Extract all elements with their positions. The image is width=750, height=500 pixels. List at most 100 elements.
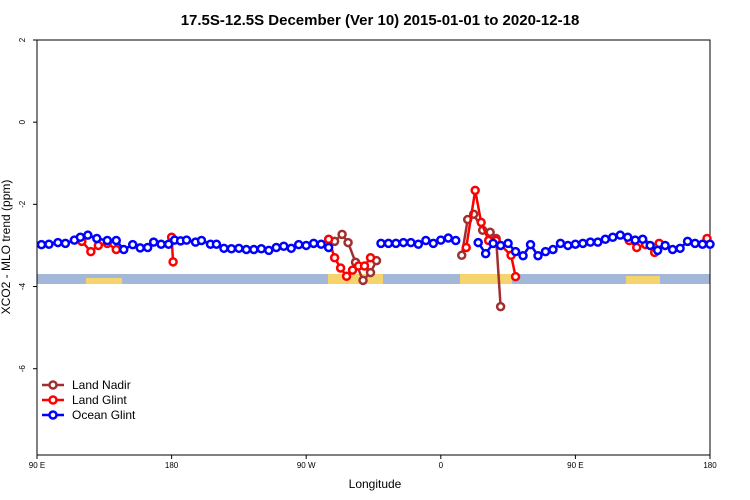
data-point (593, 237, 603, 247)
data-point (156, 239, 166, 249)
data-point (578, 238, 588, 249)
data-point (347, 265, 358, 275)
data-point (413, 239, 424, 249)
data-point (286, 243, 296, 254)
data-point (219, 243, 229, 254)
data-point (675, 243, 685, 254)
data-point (264, 245, 274, 256)
data-point (234, 243, 244, 254)
data-point (92, 233, 102, 244)
data-point (335, 263, 346, 273)
data-point (510, 246, 521, 257)
data-point (690, 238, 700, 249)
data-point (476, 217, 486, 228)
data-point (365, 253, 376, 263)
data-point (570, 239, 581, 249)
data-point (563, 240, 573, 251)
data-point (451, 235, 461, 246)
data-point (667, 244, 678, 255)
data-point (86, 246, 96, 257)
data-point (196, 235, 207, 246)
data-point (533, 250, 543, 261)
x-tick-label: 180 (703, 461, 717, 470)
legend-marker (48, 395, 58, 405)
data-point (341, 271, 352, 282)
y-tick-label: -6 (18, 365, 27, 373)
data-point (615, 230, 626, 240)
data-point (436, 235, 446, 245)
data-point (470, 185, 480, 196)
data-point (168, 257, 178, 267)
data-point (293, 239, 304, 250)
data-point (343, 237, 353, 248)
legend-label: Land Glint (72, 393, 127, 407)
data-point (518, 250, 528, 261)
x-axis-label: Longitude (349, 477, 402, 491)
data-point (697, 239, 708, 249)
data-point (256, 243, 267, 254)
data-point (456, 250, 467, 261)
data-point (548, 244, 558, 255)
land-patch (460, 274, 512, 284)
data-point (608, 232, 618, 242)
data-point (480, 248, 491, 259)
data-point (540, 246, 551, 257)
data-point (358, 275, 368, 286)
data-point (495, 240, 506, 251)
legend-marker (48, 410, 58, 420)
x-tick-label: 0 (439, 461, 444, 470)
data-point (75, 232, 86, 242)
data-point (211, 239, 222, 249)
data-point (376, 238, 386, 249)
data-point (660, 240, 670, 251)
data-point (226, 243, 237, 254)
data-point (83, 230, 93, 240)
data-point (60, 238, 71, 249)
data-point (36, 239, 47, 250)
legend-marker (48, 380, 58, 390)
data-point (279, 241, 289, 252)
data-point (316, 239, 326, 249)
data-point (421, 235, 431, 246)
data-point (652, 245, 663, 256)
data-point (53, 237, 63, 248)
data-point (485, 227, 495, 238)
data-point (323, 234, 334, 245)
data-point (308, 238, 319, 249)
data-point (359, 261, 370, 271)
data-point (473, 237, 483, 248)
x-tick-label: 180 (165, 461, 179, 470)
data-point (600, 234, 611, 245)
data-point (682, 236, 693, 247)
data-point (135, 243, 145, 253)
data-point (111, 235, 122, 246)
data-point (337, 229, 347, 240)
data-point (241, 244, 252, 255)
y-tick-label: -4 (18, 282, 27, 290)
data-point (510, 271, 521, 282)
data-point (391, 238, 401, 249)
data-point (249, 244, 259, 255)
land-patch (86, 278, 122, 284)
chart-title: 17.5S-12.5S December (Ver 10) 2015-01-01… (181, 12, 580, 29)
data-point (631, 242, 642, 253)
data-point (488, 238, 498, 249)
data-point (148, 237, 159, 247)
data-point (555, 238, 566, 249)
y-axis-label: XCO2 - MLO trend (ppm) (0, 180, 13, 315)
data-point (461, 242, 471, 253)
x-tick-label: 90 W (297, 461, 316, 470)
data-point (301, 240, 311, 251)
data-point (495, 301, 506, 312)
x-tick-label: 90 E (29, 461, 45, 470)
data-point (102, 235, 113, 246)
land-patch (626, 276, 660, 284)
data-point (365, 267, 376, 278)
data-point (383, 238, 394, 249)
data-point (443, 233, 454, 243)
data-point (127, 239, 138, 250)
legend-label: Land Nadir (72, 378, 131, 392)
data-point (111, 244, 122, 255)
